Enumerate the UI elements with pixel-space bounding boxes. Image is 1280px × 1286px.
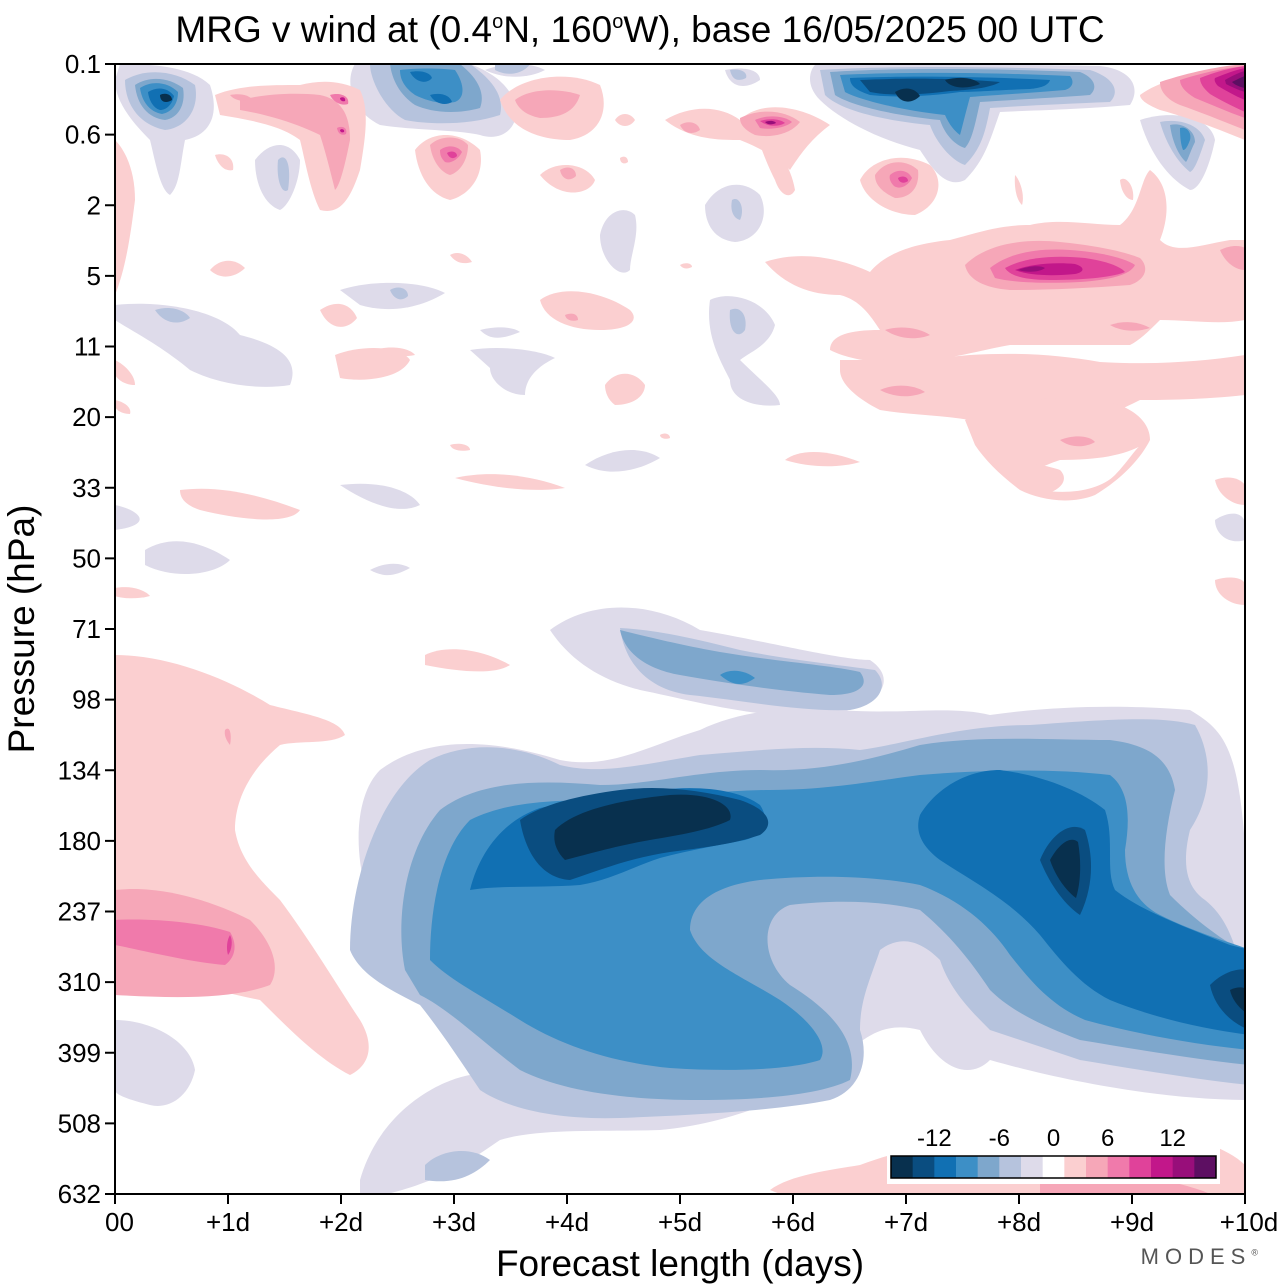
title-part: W), base 16/05/2025 00 UTC (623, 9, 1105, 50)
x-axis-label: Forecast length (days) (496, 1243, 864, 1284)
y-tick-label: 508 (58, 1108, 101, 1138)
legend-swatch (912, 1156, 935, 1178)
legend-swatch (977, 1156, 1000, 1178)
legend-swatch (934, 1156, 957, 1178)
x-tick-label: +1d (206, 1207, 250, 1237)
x-tick-label: +8d (997, 1207, 1041, 1237)
x-tick-label: +3d (432, 1207, 476, 1237)
x-tick-label: +7d (884, 1207, 928, 1237)
x-tick-label: +2d (319, 1207, 363, 1237)
brand-logo: MODES® (1140, 1244, 1258, 1269)
legend-swatch (1151, 1156, 1174, 1178)
y-tick-label: 310 (58, 967, 101, 997)
contour-band-negative-6 (160, 77, 1245, 1012)
legend-swatch (1107, 1156, 1130, 1178)
colorbar-legend: -12 -6 0 6 12 (887, 1112, 1220, 1184)
y-tick-label: 11 (74, 332, 101, 362)
x-tick-label: +6d (771, 1207, 815, 1237)
y-tick-label: 20 (72, 402, 101, 432)
x-tick-label: +4d (545, 1207, 589, 1237)
y-tick-label: 0.1 (65, 49, 101, 79)
legend-frame (890, 1155, 1217, 1179)
y-tick-label: 33 (72, 473, 101, 503)
legend-swatch (1194, 1156, 1217, 1178)
legend-swatch (1086, 1156, 1109, 1178)
legend-swatch (1042, 1156, 1065, 1178)
contour-band-positive-6 (1232, 76, 1245, 88)
x-tick-label: 00 (105, 1207, 134, 1237)
y-tick-label: 180 (58, 826, 101, 856)
y-tick-label: 2 (87, 190, 101, 220)
y-tick-label: 237 (58, 897, 101, 927)
legend-swatch (1064, 1156, 1087, 1178)
y-tick-label: 98 (72, 685, 101, 715)
x-tick-label: +9d (1110, 1207, 1154, 1237)
y-tick-label: 399 (58, 1038, 101, 1068)
legend-swatch (891, 1156, 914, 1178)
legend-label: 0 (1047, 1125, 1060, 1152)
legend-swatch (956, 1156, 979, 1178)
x-tick-label: +5d (658, 1207, 702, 1237)
legend-label: -12 (917, 1125, 952, 1152)
title-degree-sign: o (492, 11, 504, 33)
contour-fill-layer (115, 64, 1245, 1194)
title-part: N, 160 (503, 9, 613, 50)
y-tick-label: 71 (72, 614, 101, 644)
y-tick-label: 5 (87, 261, 101, 291)
legend-label: 6 (1101, 1125, 1114, 1152)
legend-swatch (1021, 1156, 1044, 1178)
title-part: MRG v wind at (0.4 (175, 9, 493, 50)
chart-title: MRG v wind at (0.4oN, 160oW), base 16/05… (0, 0, 1280, 52)
legend-label: -6 (989, 1125, 1010, 1152)
x-tick-label: +10d (1220, 1207, 1279, 1237)
y-tick-label: 632 (58, 1179, 101, 1209)
legend-swatch (1129, 1156, 1152, 1178)
y-axis-label: Pressure (hPa) (1, 505, 42, 754)
title-degree-sign: o (612, 11, 624, 33)
y-tick-label: 134 (58, 755, 101, 785)
x-axis: 00 +1d +2d +3d +4d +5d +6d +7d +8d +9d +10d (105, 1194, 1278, 1237)
y-tick-label: 50 (72, 543, 101, 573)
legend-label: 12 (1159, 1125, 1186, 1152)
y-axis: 0.1 0.6 2 5 11 20 33 50 71 98 134 180 237 310 399 508 63… (58, 49, 115, 1209)
legend-swatch (999, 1156, 1022, 1178)
y-tick-label: 0.6 (65, 120, 101, 150)
legend-swatch (1172, 1156, 1195, 1178)
